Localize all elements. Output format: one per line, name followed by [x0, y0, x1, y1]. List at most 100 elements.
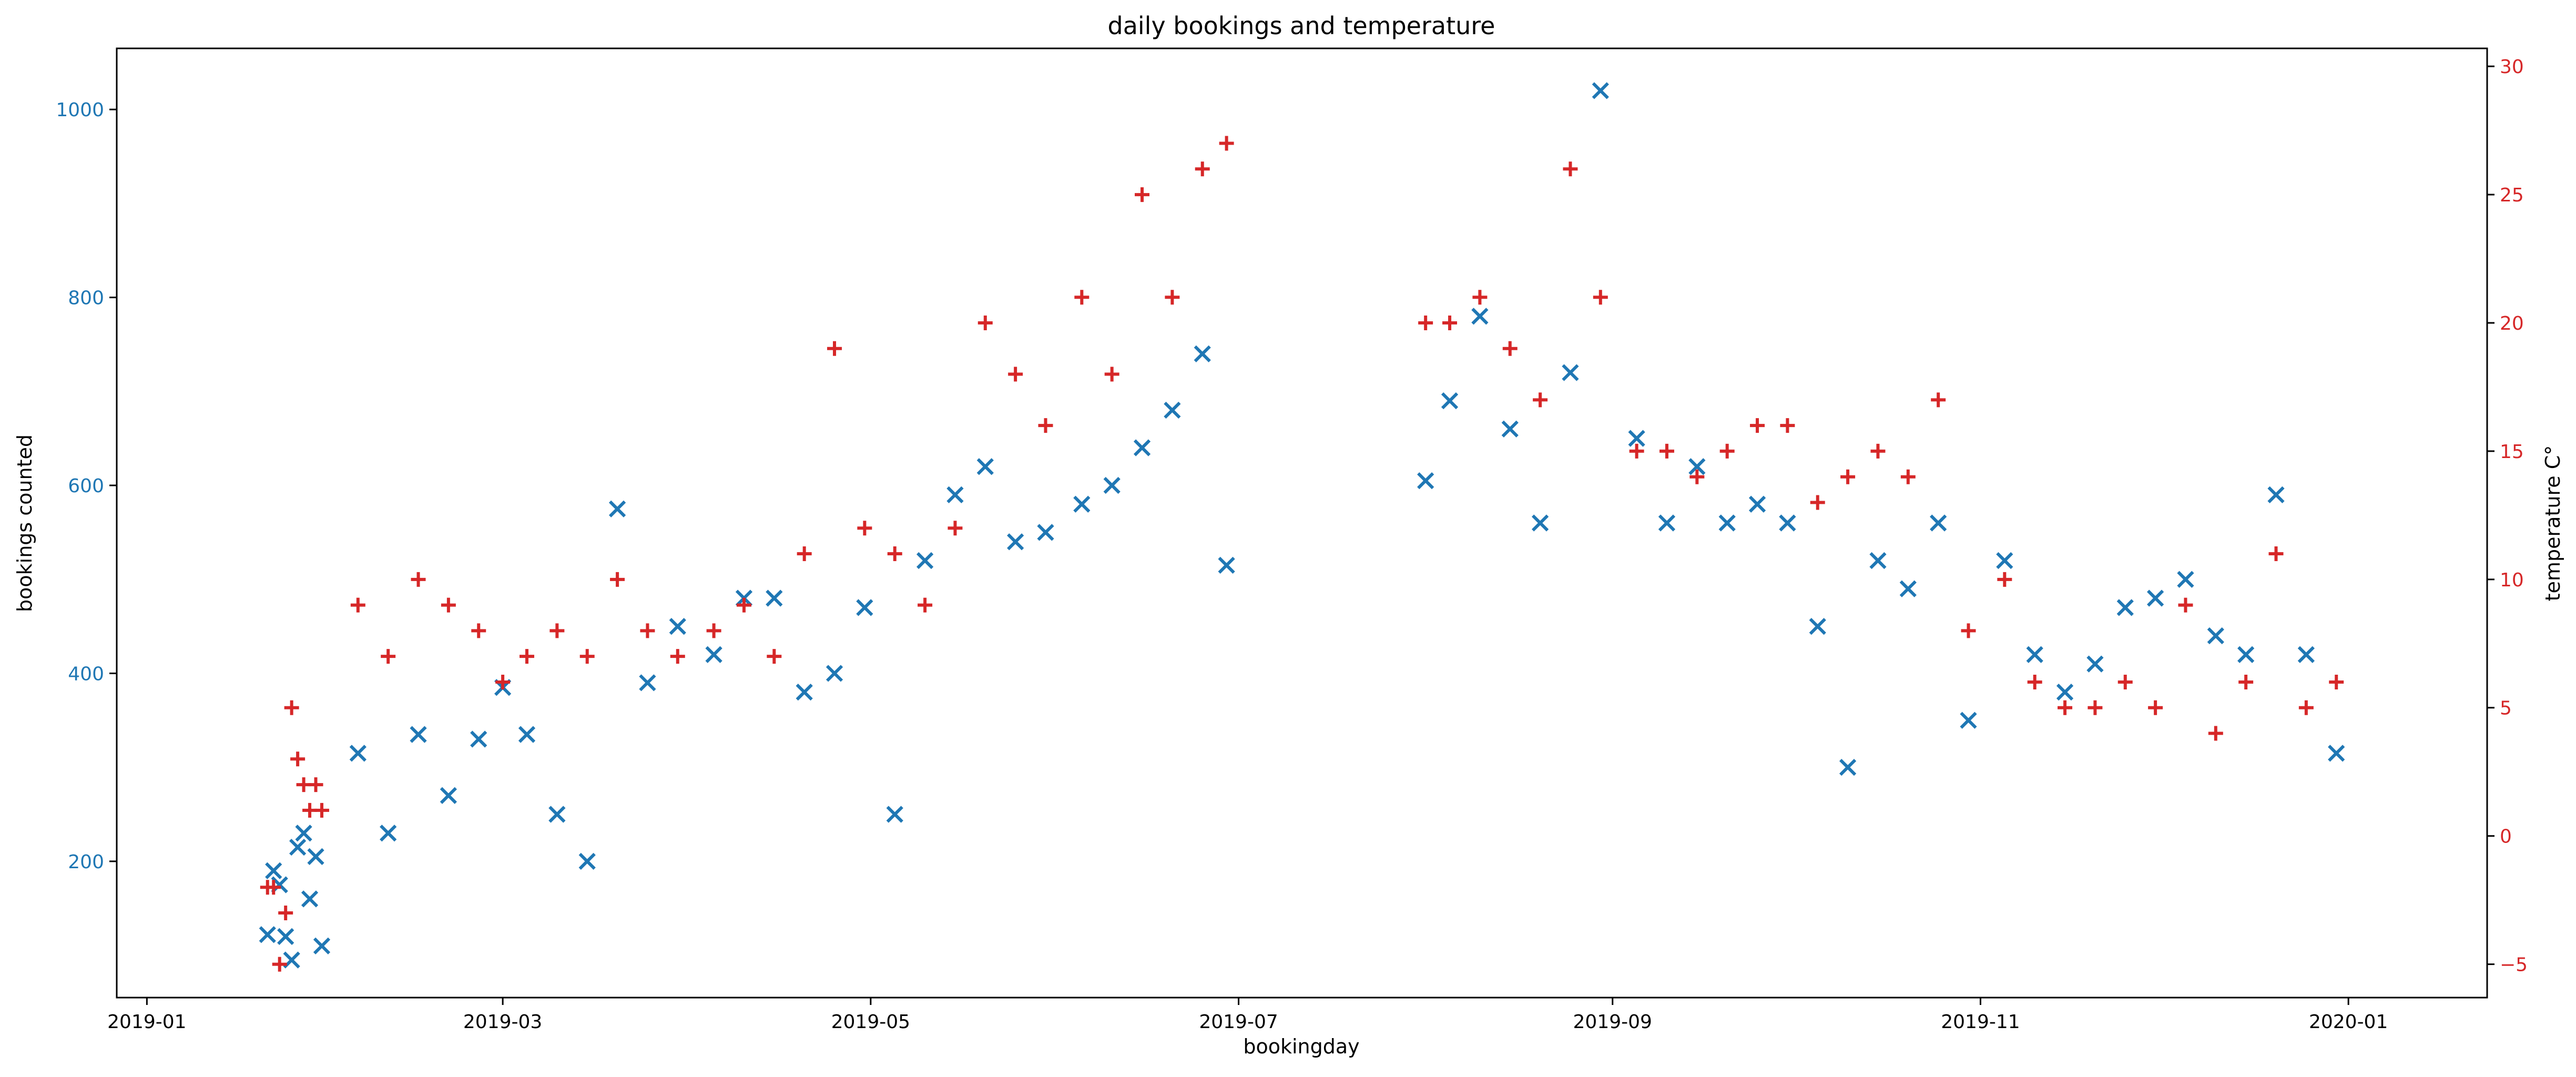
bookings-point — [1810, 619, 1825, 634]
bookings-point — [309, 849, 323, 864]
temperature-point — [978, 316, 993, 330]
x-tick-label: 2019-01 — [107, 1011, 186, 1033]
plot-frame — [117, 48, 2487, 998]
y-axis-ticks: 200 400 600 800 1000 — [56, 99, 117, 873]
bookings-point — [767, 591, 781, 605]
y2-tick-label: 10 — [2500, 570, 2524, 591]
bookings-point — [549, 807, 564, 822]
bookings-point — [1901, 582, 1916, 596]
temperature-point — [2299, 700, 2314, 715]
temperature-point — [1418, 316, 1433, 330]
temperature-point — [610, 572, 625, 587]
temperature-point — [2028, 675, 2042, 689]
bookings-point — [1780, 516, 1795, 531]
bookings-point — [827, 666, 842, 680]
temperature-point — [1074, 290, 1089, 304]
bookings-point — [351, 746, 365, 760]
bookings-point — [2118, 600, 2133, 615]
bookings-point — [857, 600, 872, 615]
bookings-point — [888, 807, 902, 822]
bookings-point — [1442, 393, 1457, 408]
bookings-point — [1105, 478, 1119, 493]
y-tick-label: 600 — [68, 475, 104, 497]
temperature-point — [2058, 700, 2072, 715]
x-axis-ticks: 2019-01 2019-03 2019-05 2019-07 2019-09 2019-… — [107, 998, 2388, 1033]
bookings-point — [640, 675, 655, 690]
bookings-point — [2148, 591, 2163, 605]
bookings-point — [2329, 746, 2344, 760]
temperature-point — [381, 649, 395, 664]
bookings-point — [314, 939, 329, 953]
temperature-point — [549, 623, 564, 638]
bookings-point — [2269, 487, 2284, 502]
bookings-point — [471, 732, 486, 747]
temperature-point — [290, 751, 305, 766]
x-tick-label: 2019-05 — [831, 1011, 910, 1033]
y-tick-label: 400 — [68, 663, 104, 685]
bookings-point — [290, 840, 305, 855]
y2-tick-label: 15 — [2500, 441, 2524, 463]
y-tick-label: 800 — [68, 288, 104, 309]
x-tick-label: 2019-09 — [1573, 1011, 1652, 1033]
bookings-point — [520, 727, 534, 742]
temperature-point — [948, 521, 962, 535]
bookings-point — [1563, 365, 1577, 380]
chart-title: daily bookings and temperature — [1108, 12, 1495, 40]
bookings-point — [707, 647, 721, 662]
y2-axis-label: temperature C° — [2541, 445, 2564, 601]
y2-tick-label: −5 — [2500, 954, 2528, 976]
temperature-point — [278, 906, 293, 920]
temperature-point — [797, 546, 812, 561]
bookings-point — [670, 619, 685, 634]
bookings-point — [1533, 516, 1547, 531]
temperature-point — [411, 572, 426, 587]
bookings-point — [1720, 516, 1735, 531]
bookings-point — [1418, 473, 1433, 488]
bookings-point — [302, 891, 317, 906]
bookings-point — [266, 863, 281, 878]
bookings-point — [610, 502, 625, 516]
bookings-point — [441, 788, 456, 803]
temperature-point — [495, 675, 510, 689]
temperature-point — [1659, 444, 1674, 459]
y-tick-label: 200 — [68, 851, 104, 873]
temperature-point — [1810, 495, 1825, 510]
temperature-point — [827, 341, 842, 356]
y2-tick-label: 20 — [2500, 313, 2524, 334]
temperature-point — [1997, 572, 2012, 587]
y2-tick-label: 5 — [2500, 698, 2512, 719]
temperature-markers — [260, 136, 2344, 972]
temperature-point — [272, 957, 287, 972]
temperature-point — [767, 649, 781, 664]
bookings-point — [1195, 347, 1210, 361]
bookings-point — [1008, 534, 1023, 549]
temperature-point — [1563, 161, 1577, 176]
y-tick-label: 1000 — [56, 99, 104, 121]
bookings-markers — [260, 83, 2344, 967]
bookings-point — [278, 929, 293, 944]
bookings-point — [2208, 628, 2223, 643]
bookings-point — [948, 487, 962, 502]
temperature-point — [1961, 623, 1976, 638]
temperature-point — [1533, 392, 1547, 407]
y2-tick-label: 30 — [2500, 56, 2524, 78]
temperature-point — [2178, 598, 2193, 613]
temperature-point — [471, 623, 486, 638]
temperature-point — [1750, 418, 1765, 433]
bookings-point — [580, 854, 595, 869]
bookings-point — [1472, 309, 1487, 323]
temperature-point — [2208, 726, 2223, 741]
bookings-point — [1630, 431, 1644, 446]
temperature-point — [737, 598, 751, 613]
bookings-point — [297, 826, 311, 840]
temperature-point — [1870, 444, 1885, 459]
temperature-point — [670, 649, 685, 664]
temperature-point — [2118, 675, 2133, 689]
bookings-point — [1219, 558, 1234, 573]
temperature-point — [1630, 444, 1644, 459]
temperature-point — [1165, 290, 1179, 304]
temperature-point — [2148, 700, 2163, 715]
temperature-point — [2088, 700, 2102, 715]
y2-tick-label: 0 — [2500, 826, 2512, 848]
